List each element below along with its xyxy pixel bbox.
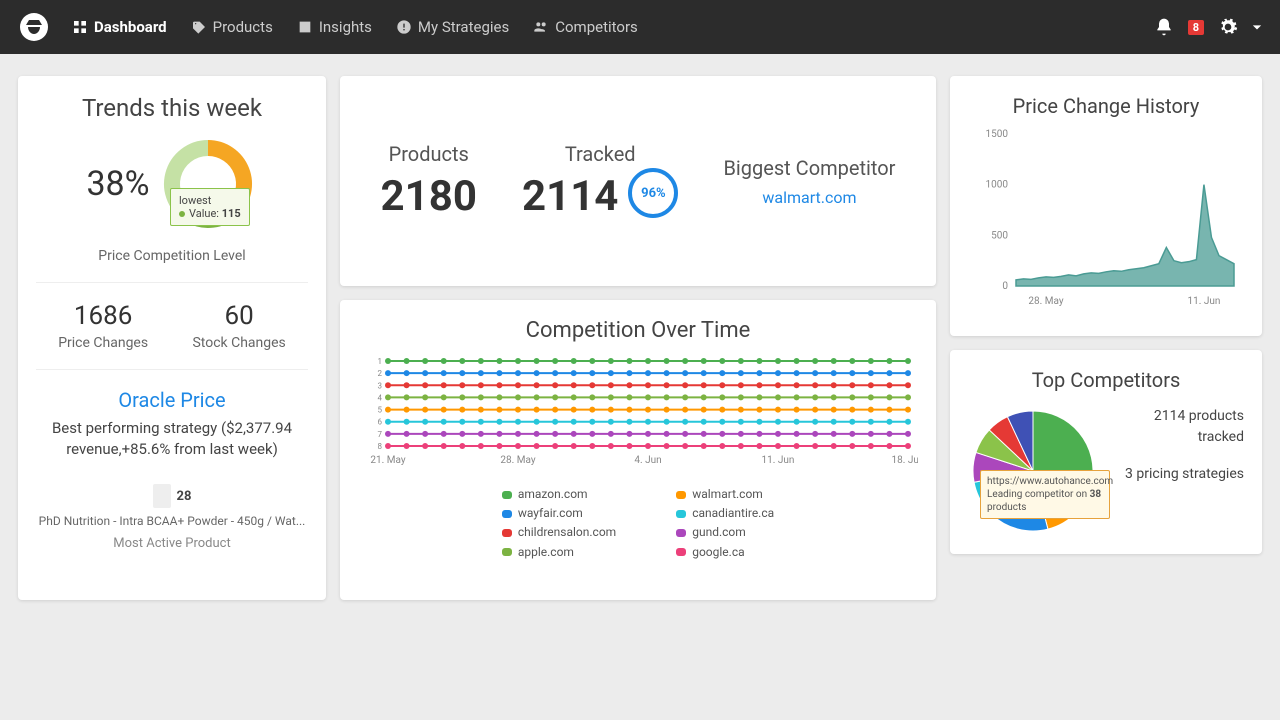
legend-item[interactable]: amazon.com <box>502 485 616 504</box>
tracked-stat: Tracked 2114 96% <box>522 142 678 221</box>
chevron-down-icon[interactable] <box>1252 22 1262 32</box>
nav-item-competitors[interactable]: Competitors <box>533 18 638 36</box>
product-thumbnail <box>153 484 171 508</box>
logo <box>18 11 50 43</box>
legend-item[interactable]: apple.com <box>502 543 616 562</box>
notification-badge: 8 <box>1188 20 1204 35</box>
svg-text:4: 4 <box>378 393 383 402</box>
svg-text:8: 8 <box>378 442 383 451</box>
trends-percent: 38% <box>86 164 149 204</box>
nav-item-my-strategies[interactable]: My Strategies <box>396 18 509 36</box>
svg-text:28. May: 28. May <box>1028 296 1063 307</box>
gear-icon[interactable] <box>1218 17 1238 37</box>
svg-text:4. Jun: 4. Jun <box>634 455 661 466</box>
nav-right: 8 <box>1154 17 1262 37</box>
stock-changes-stat: 60 Stock Changes <box>192 301 285 351</box>
svg-text:1: 1 <box>378 357 383 366</box>
price-history-card: Price Change History 1500 1000 500 0 28. May… <box>950 76 1262 336</box>
bell-icon[interactable] <box>1154 17 1174 37</box>
svg-text:2: 2 <box>378 369 383 378</box>
top-competitors-title: Top Competitors <box>968 368 1244 392</box>
svg-text:28. May: 28. May <box>500 455 535 466</box>
legend-item[interactable]: childrensalon.com <box>502 523 616 542</box>
tracked-ring: 96% <box>628 168 678 218</box>
divider <box>36 369 308 370</box>
product-name: PhD Nutrition - Intra BCAA+ Powder - 450… <box>36 514 308 528</box>
trends-card: Trends this week 38% Price Competition L… <box>18 76 326 600</box>
svg-text:11. Jun: 11. Jun <box>1188 296 1221 307</box>
price-changes-stat: 1686 Price Changes <box>58 301 148 351</box>
donut-tooltip: lowestValue: 115 <box>170 188 250 226</box>
nav-item-dashboard[interactable]: Dashboard <box>72 18 167 36</box>
navbar: Dashboard Products Insights My Strategies Co… <box>0 0 1280 54</box>
products-stat: Products 2180 <box>381 142 477 221</box>
svg-text:11. Jun: 11. Jun <box>762 455 795 466</box>
competition-title: Competition Over Time <box>358 318 918 343</box>
most-active-label: Most Active Product <box>36 536 308 551</box>
oracle-title[interactable]: Oracle Price <box>36 388 308 412</box>
svg-text:6: 6 <box>378 418 383 427</box>
biggest-competitor: Biggest Competitor walmart.com <box>723 156 895 207</box>
competition-chart: 1 2 3 4 5 6 7 8 21. May 28. May 4. Jun 11. Jun 18. J… <box>358 351 918 471</box>
legend-item[interactable]: walmart.com <box>676 485 774 504</box>
legend-item[interactable]: wayfair.com <box>502 504 616 523</box>
oracle-desc: Best performing strategy ($2,377.94 reve… <box>36 418 308 460</box>
svg-text:1000: 1000 <box>986 180 1009 191</box>
top-competitors-card: Top Competitors 2114 products tracked 3 … <box>950 350 1262 554</box>
stats-card: Products 2180 Tracked 2114 96% Biggest C… <box>340 76 936 286</box>
legend-item[interactable]: google.ca <box>676 543 774 562</box>
nav-item-products[interactable]: Products <box>191 18 273 36</box>
product-row: 28 <box>36 484 308 508</box>
competition-card: Competition Over Time 1 2 3 4 5 6 7 8 21. May 28.… <box>340 300 936 600</box>
svg-text:1500: 1500 <box>986 129 1009 140</box>
pie-tooltip: https://www.autohance.comLeading competi… <box>980 470 1110 519</box>
divider <box>36 282 308 283</box>
svg-text:500: 500 <box>991 230 1008 241</box>
legend-item[interactable]: canadiantire.ca <box>676 504 774 523</box>
legend-item[interactable]: gund.com <box>676 523 774 542</box>
price-history-chart: 1500 1000 500 0 28. May 11. Jun <box>968 124 1244 314</box>
competitor-link[interactable]: walmart.com <box>723 188 895 207</box>
trends-sub: Price Competition Level <box>36 248 308 264</box>
svg-text:18. Jun: 18. Jun <box>892 455 918 466</box>
svg-text:0: 0 <box>1002 281 1008 292</box>
svg-text:7: 7 <box>378 430 383 439</box>
nav-item-insights[interactable]: Insights <box>297 18 372 36</box>
svg-text:5: 5 <box>378 406 383 415</box>
top-competitors-stats: 2114 products tracked 3 pricing strategi… <box>1106 406 1244 485</box>
competition-legend: amazon.comwayfair.comchildrensalon.comap… <box>358 485 918 562</box>
price-history-title: Price Change History <box>968 94 1244 118</box>
svg-text:21. May: 21. May <box>370 455 405 466</box>
svg-text:3: 3 <box>378 381 383 390</box>
trends-title: Trends this week <box>36 94 308 122</box>
